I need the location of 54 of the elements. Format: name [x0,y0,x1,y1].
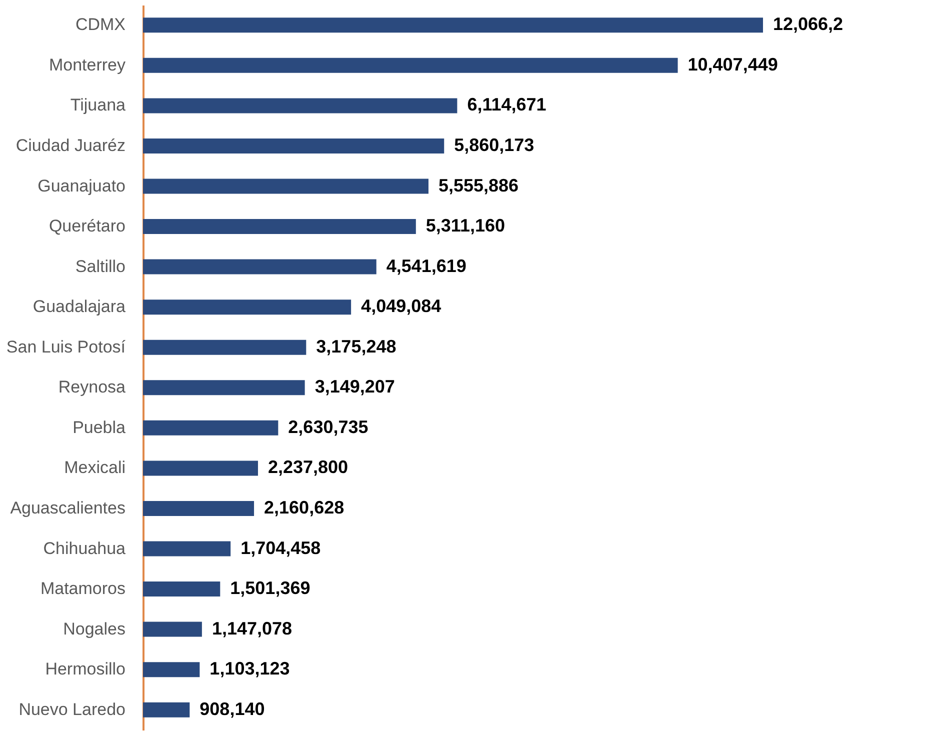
bar [143,582,220,597]
data-label: 4,049,084 [361,296,442,316]
data-label: 3,149,207 [314,376,395,397]
data-label: 5,311,160 [426,216,505,236]
y-tick-label: Matamoros [40,579,126,598]
bar [143,259,376,274]
data-label: 2,630,735 [288,416,368,437]
y-tick-label: Ciudad Juaréz [16,136,126,155]
bar [143,541,231,556]
bar [143,219,416,234]
y-tick-label: Puebla [72,418,126,437]
data-label: 1,501,369 [230,578,310,598]
y-tick-label: Guadalajara [32,297,126,316]
y-tick-label: Querétaro [48,216,126,236]
bar [143,460,258,476]
y-tick-label: Monterrey [48,55,126,74]
data-label: 4,541,619 [386,256,466,276]
y-tick-label: Nogales [63,619,126,638]
y-tick-label: San Luis Potosí [6,337,126,356]
bar [143,18,763,33]
y-tick-label: Guanajuato [38,176,126,196]
bar [143,702,190,718]
bar [143,58,678,73]
y-tick-label: CDMX [75,15,126,34]
y-tick-label: Reynosa [58,378,126,397]
bar [143,340,306,355]
y-tick-label: Aguascalientes [10,498,126,518]
y-tick-label: Chihuahua [43,538,126,558]
data-label: 10,407,449 [688,54,778,74]
bar [143,178,428,194]
data-label: 6,114,671 [467,94,546,115]
bar [143,380,305,396]
data-label: 908,140 [200,698,265,719]
y-tick-label: Saltillo [75,256,126,276]
bar [143,300,352,315]
bar [143,138,444,154]
data-label: 5,860,173 [454,134,534,155]
data-label: 12,066,2 [773,14,844,34]
bar [143,98,458,114]
y-tick-label: Hermosillo [45,660,126,679]
data-label: 1,103,123 [210,658,290,679]
bar [143,420,278,436]
bar [143,500,254,516]
data-label: 2,237,800 [268,457,348,478]
data-label: 1,704,458 [240,538,321,558]
bar [143,662,200,678]
bar [143,622,202,637]
y-tick-label: Tijuana [70,96,126,115]
y-tick-label: Mexicali [64,458,126,478]
data-label: 1,147,078 [212,618,292,638]
data-label: 5,555,886 [438,175,519,196]
data-label: 3,175,248 [316,336,396,356]
data-label: 2,160,628 [264,497,344,518]
y-tick-label: Nuevo Laredo [18,700,126,719]
